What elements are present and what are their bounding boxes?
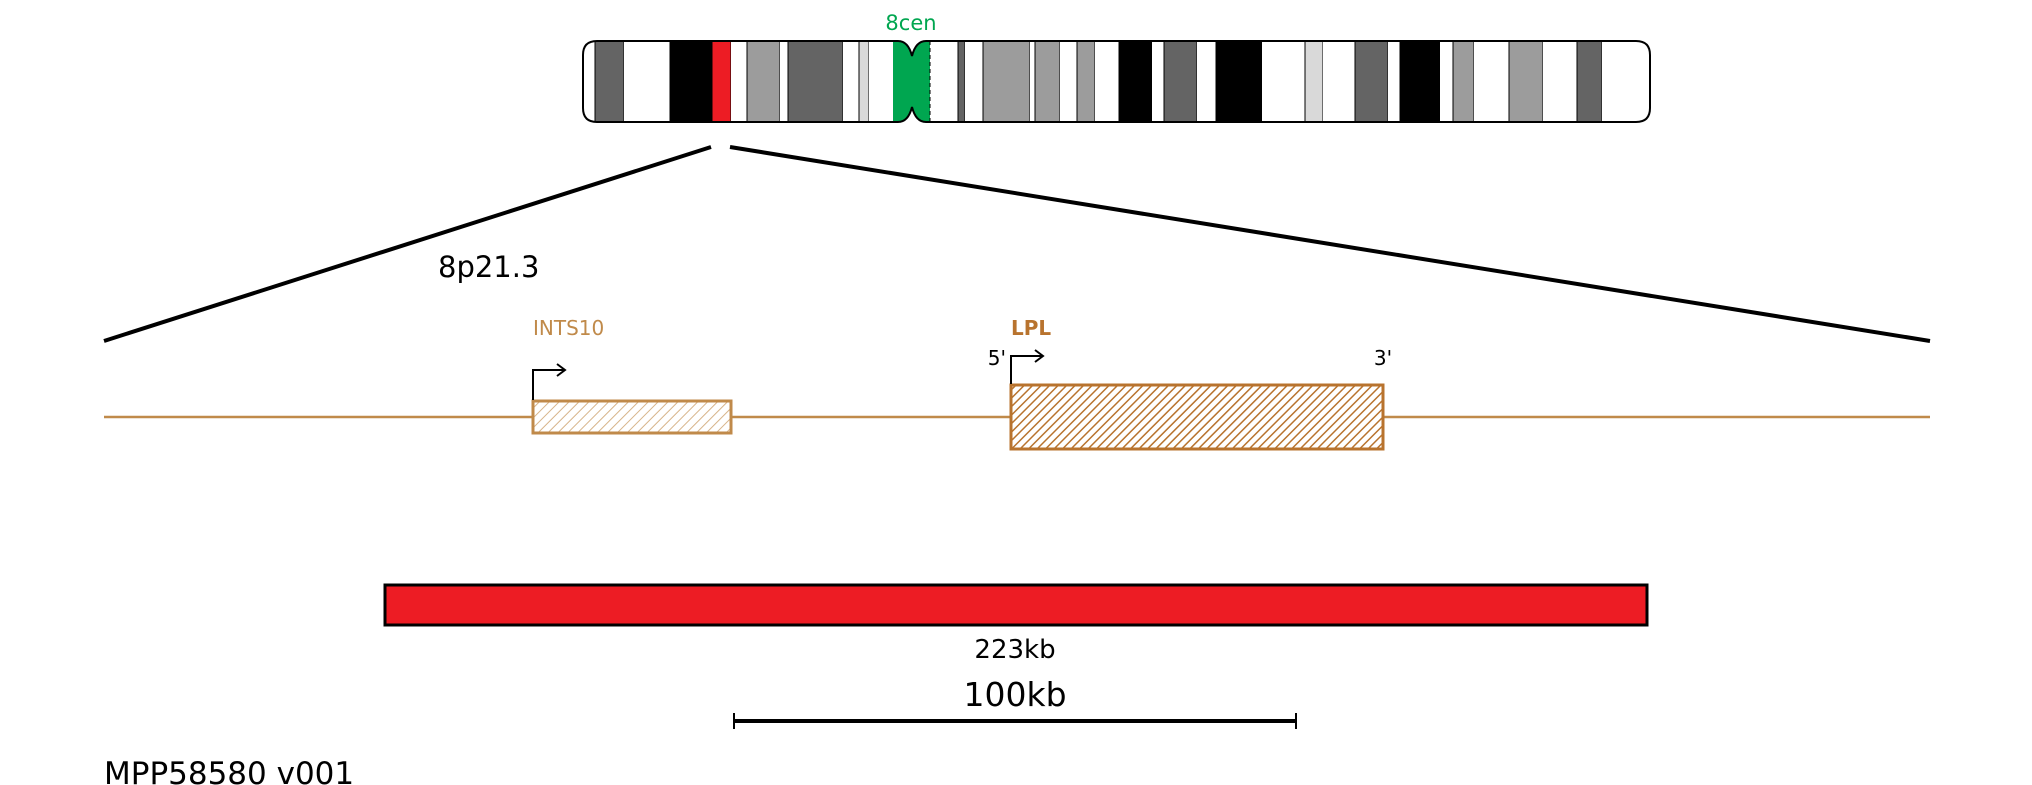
gene-lpl[interactable] [1009,383,1385,451]
gene-label-lpl: LPL [1011,316,1051,340]
centromere-label: 8cen [885,11,936,35]
chromosome-band [787,41,844,122]
scale-bar-label: 100kb [963,675,1066,714]
gene-label-ints10: INTS10 [533,316,604,340]
scale-bar [733,713,1297,729]
chromosome-band [1440,41,1453,122]
chromosome-band [583,41,595,122]
footer-id-label: MPP58580 v001 [104,756,354,785]
chromosome-band [1602,41,1650,122]
chromosome-band [1197,41,1216,122]
chromosome-band [1474,41,1509,122]
five-prime-label: 5' [988,346,1006,370]
chromosome-band [1215,41,1263,122]
chromosome-band [1152,41,1164,122]
chromosome-band [780,41,788,122]
chromosome-band [930,41,958,122]
chromosome-band [1323,41,1355,122]
chromosome-band [746,41,781,122]
chromosome-band [982,41,1031,122]
chromosome-band [594,41,625,122]
tss-arrow-icon [1010,349,1045,384]
chromosome-band [1576,41,1603,122]
chromosome-band [624,41,670,122]
chromosome-ideogram [583,41,1650,122]
chromosome-band [1095,41,1119,122]
chromosome-band [1163,41,1198,122]
band-label: 8p21.3 [438,250,539,284]
chromosome-band [843,41,859,122]
chromosome-band [965,41,983,122]
chromosome-band [1399,41,1441,122]
highlighted-band [711,41,732,122]
gene-ints10[interactable] [531,399,733,435]
chromosome-band [1030,41,1035,122]
chromosome-band [1060,41,1077,122]
chromosome-outline [582,40,1651,123]
chromosome-band [1076,41,1096,122]
chromosome-band [1118,41,1153,122]
three-prime-label: 3' [1374,346,1392,370]
chromosome-band [1543,41,1577,122]
zoom-line-left [103,145,712,343]
chromosome-band [957,41,966,122]
chromosome-band [869,41,893,122]
chromosome-band [1388,41,1400,122]
chromosome-band [669,41,713,122]
chromosome-band [1034,41,1061,122]
chromosome-band [1508,41,1544,122]
chromosome-band [1452,41,1475,122]
cnv-bar[interactable] [383,583,1649,627]
chromosome-band [731,41,747,122]
chromosome-band [1354,41,1389,122]
zoom-line-right [729,145,1931,343]
cnv-size-label: 223kb [974,635,1055,665]
chromosome-band [858,41,870,122]
chromosome-band [1262,41,1305,122]
tss-arrow-icon [532,363,567,400]
chromosome-band [1304,41,1324,122]
